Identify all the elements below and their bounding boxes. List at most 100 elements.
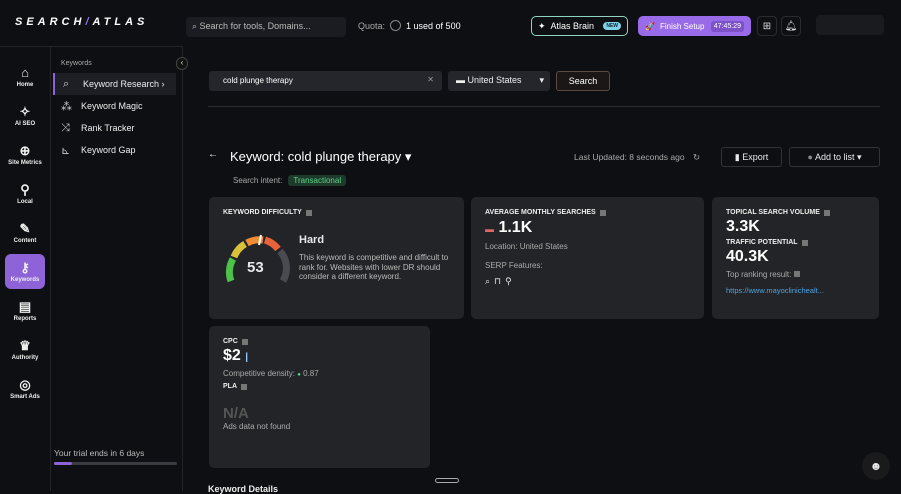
monthly-searches-value: 1.1K	[498, 219, 533, 236]
topical-search-volume-card: TOPICAL SEARCH VOLUME 3.3K TRAFFIC POTEN…	[712, 197, 879, 319]
subnav-item[interactable]: ⊾ Keyword Gap	[53, 139, 176, 161]
help-icon[interactable]	[241, 338, 248, 345]
export-button[interactable]: ▮ Export	[721, 147, 782, 167]
subnav-item[interactable]: ⌕ Keyword Research ›	[53, 73, 176, 95]
rail-item-local[interactable]: ⚲ Local	[5, 176, 45, 211]
subnav-label: Keyword Research ›	[83, 79, 165, 89]
account-menu[interactable]	[816, 15, 884, 35]
top-ranking-url[interactable]: https://www.mayoclinichealt...	[726, 286, 824, 295]
notifications-button[interactable]: 🔔︎	[781, 16, 801, 36]
density-dot-icon: ●	[297, 372, 301, 378]
top-ranking-label: Top ranking result:	[726, 270, 792, 279]
page-title[interactable]: Keyword: cold plunge therapy ▾	[230, 149, 412, 164]
last-updated: Last Updated: 8 seconds ago	[574, 152, 685, 162]
card-label: TOPICAL SEARCH VOLUME	[726, 209, 820, 216]
rail-label: Site Metrics	[8, 159, 42, 166]
help-icon[interactable]	[305, 209, 312, 216]
subnav-heading: Keywords	[61, 60, 92, 67]
card-label: AVERAGE MONTHLY SEARCHES	[485, 209, 596, 216]
refresh-icon[interactable]: ↻	[692, 152, 701, 162]
section-heading: Keyword Details	[208, 484, 279, 494]
authority-icon: ♛	[19, 337, 31, 353]
help-icon[interactable]	[801, 239, 808, 246]
subnav-item[interactable]: ⁂ Keyword Magic	[53, 95, 176, 117]
ai-seo-icon: ✧	[19, 103, 31, 119]
subnav-label: Keyword Gap	[81, 145, 136, 155]
assistant-avatar-icon: ☻	[869, 459, 883, 473]
quota: Quota: 1 used of 500	[358, 20, 461, 31]
subnav-icon: ⊾	[61, 144, 71, 157]
card-label: CPC	[223, 338, 238, 345]
us-flag-icon: ▬	[485, 224, 494, 234]
bell-icon: 🔔︎	[784, 20, 798, 32]
search-icon: ⌕	[192, 21, 200, 31]
rail-label: Local	[17, 198, 33, 205]
back-arrow-icon[interactable]: ←	[208, 149, 218, 160]
local-icon: ⚲	[20, 181, 30, 197]
clear-icon[interactable]: ✕	[427, 75, 434, 84]
quota-ring-icon	[390, 20, 402, 31]
help-icon[interactable]	[793, 271, 800, 277]
card-label: KEYWORD DIFFICULTY	[223, 209, 302, 216]
chat-assistant-button[interactable]: ☻	[862, 452, 890, 480]
country-select[interactable]: ▬ United States ▾	[448, 71, 550, 91]
keywords-subnav: Keywords ⌕ Keyword Research › ⁂ Keyword Mag…	[50, 46, 183, 491]
content-icon: ✎	[19, 220, 31, 236]
density-label: Competitive density:	[223, 369, 296, 378]
topical-volume-value: 3.3K	[726, 218, 760, 235]
new-badge: NEW	[603, 22, 621, 30]
location-pin-icon: ⚲	[505, 276, 512, 286]
rail-label: Smart Ads	[10, 393, 40, 400]
global-search-input[interactable]: ⌕ Search for tools, Domains...	[186, 17, 346, 37]
logo[interactable]: SEARCH/ATLAS	[15, 16, 149, 28]
difficulty-description: This keyword is competitive and difficul…	[299, 253, 449, 281]
us-flag-icon: ▬	[456, 75, 468, 85]
rail-item-content[interactable]: ✎ Content	[5, 215, 45, 250]
intent-label: Search intent:	[233, 176, 283, 185]
caret-down-icon: ▾	[539, 75, 544, 85]
rail-item-reports[interactable]: ▤ Reports	[5, 293, 45, 328]
serp-features-label: SERP Features:	[485, 261, 543, 270]
rail-label: Content	[13, 237, 37, 244]
keyword-input[interactable]: cold plunge therapy ✕	[209, 71, 442, 91]
apps-grid-icon: ⊞	[762, 20, 772, 32]
subnav-label: Keyword Magic	[81, 101, 143, 111]
card-label: TRAFFIC POTENTIAL	[726, 239, 798, 246]
subnav-icon: ⌕	[63, 77, 70, 90]
rail-label: AI SEO	[14, 120, 36, 127]
rail-item-authority[interactable]: ♛ Authority	[5, 332, 45, 367]
subnav-icon: ⤨	[61, 121, 70, 134]
home-icon: ⌂	[21, 64, 29, 80]
smart-ads-icon: ◎	[19, 376, 31, 392]
sparkle-icon: ✦	[538, 20, 546, 31]
setup-timer: 47:45:29	[710, 20, 744, 32]
rail-item-keywords[interactable]: ⚷ Keywords	[5, 254, 45, 289]
rail-label: Home	[16, 81, 34, 88]
add-to-list-button[interactable]: ● Add to list ▾	[789, 147, 880, 167]
rail-item-home[interactable]: ⌂ Home	[5, 59, 45, 94]
icon-rail: ⌂ Home ✧ AI SEO ⊕ Site Metrics ⚲ Local ✎ Content ⚷…	[0, 46, 50, 491]
rail-item-site-metrics[interactable]: ⊕ Site Metrics	[5, 137, 45, 172]
help-icon[interactable]	[241, 383, 247, 390]
intent-badge: Transactional	[288, 175, 347, 186]
rail-item-ai-seo[interactable]: ✧ AI SEO	[5, 98, 45, 133]
location: Location: United States	[485, 242, 568, 251]
search-button[interactable]: Search	[556, 71, 610, 91]
rail-label: Authority	[11, 354, 39, 361]
cpc-bar-icon: |	[245, 352, 249, 363]
collapse-sidebar-button[interactable]: ‹	[176, 57, 188, 70]
file-icon: ▮	[734, 152, 743, 162]
difficulty-gauge	[225, 234, 290, 283]
subnav-item[interactable]: ⤨ Rank Tracker	[53, 117, 176, 139]
card-label: PLA	[223, 383, 237, 390]
atlas-brain-button[interactable]: ✦ Atlas Brain NEW	[531, 16, 628, 36]
help-icon[interactable]	[599, 209, 606, 216]
difficulty-value: 53	[247, 259, 264, 276]
rail-item-smart-ads[interactable]: ◎ Smart Ads	[5, 371, 45, 406]
trial-progress-bar	[54, 462, 177, 465]
keyword-difficulty-card: KEYWORD DIFFICULTY 53 Hard This keyword …	[209, 197, 464, 319]
scroll-handle[interactable]	[435, 478, 459, 483]
apps-button[interactable]: ⊞	[757, 16, 777, 36]
finish-setup-button[interactable]: 🚀 Finish Setup 47:45:29	[638, 16, 751, 36]
help-icon[interactable]	[823, 209, 830, 216]
